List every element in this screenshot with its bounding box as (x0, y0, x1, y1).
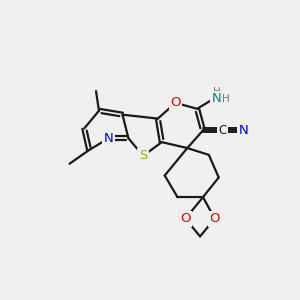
Text: N: N (104, 132, 114, 145)
Text: O: O (170, 96, 181, 110)
Text: H: H (213, 87, 220, 97)
Text: O: O (209, 212, 220, 225)
Text: O: O (180, 212, 190, 225)
Text: S: S (139, 149, 147, 162)
Text: N: N (238, 124, 248, 137)
Text: C: C (218, 124, 227, 137)
Text: N: N (212, 92, 222, 106)
Text: H: H (222, 94, 230, 104)
